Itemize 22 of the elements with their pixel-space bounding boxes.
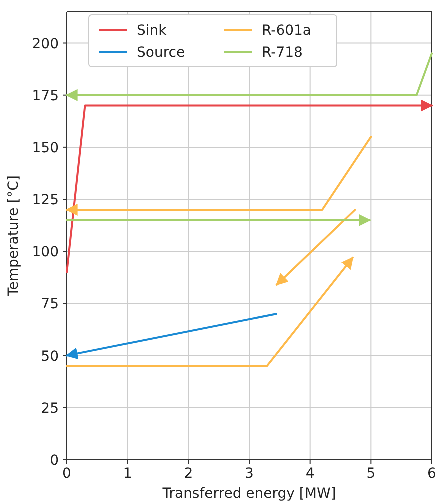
x-tick-label: 0 bbox=[62, 466, 72, 482]
x-tick-label: 6 bbox=[428, 466, 437, 482]
y-tick-label: 25 bbox=[41, 400, 59, 417]
x-tick-label: 2 bbox=[184, 466, 194, 482]
y-tick-label: 75 bbox=[41, 296, 59, 313]
x-tick-label: 3 bbox=[245, 466, 254, 482]
y-axis-title: Temperature [°C] bbox=[6, 176, 22, 298]
legend-label: Source bbox=[137, 45, 186, 61]
legend-label: R-601a bbox=[262, 23, 312, 39]
y-tick-label: 175 bbox=[32, 88, 59, 104]
x-tick-label: 5 bbox=[366, 466, 376, 482]
x-tick-label: 1 bbox=[123, 466, 132, 482]
x-axis-title: Transferred energy [MW] bbox=[162, 486, 336, 502]
y-tick-label: 200 bbox=[32, 36, 59, 52]
y-tick-label: 100 bbox=[32, 244, 59, 261]
x-tick-label: 4 bbox=[306, 466, 315, 482]
y-tick-label: 150 bbox=[32, 140, 59, 156]
legend-label: R-718 bbox=[262, 45, 303, 61]
y-tick-label: 50 bbox=[41, 348, 59, 365]
y-tick-label: 125 bbox=[32, 192, 59, 209]
legend-label: Sink bbox=[137, 23, 168, 39]
y-tick-label: 0 bbox=[50, 453, 59, 469]
